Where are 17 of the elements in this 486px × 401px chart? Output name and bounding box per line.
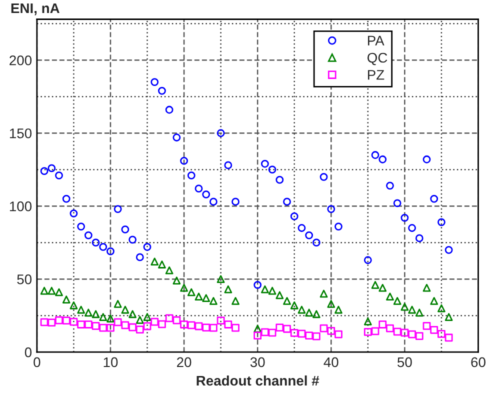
y-tick-label: 0 xyxy=(24,347,32,358)
x-tick-label: 40 xyxy=(324,357,338,368)
y-tick-label: 150 xyxy=(10,128,32,138)
x-axis-title: Readout channel # xyxy=(196,375,320,386)
x-tick-label: 20 xyxy=(177,357,192,368)
legend-label: PA xyxy=(368,36,384,46)
x-tick-label: 60 xyxy=(471,357,486,368)
y-axis-title: ENI, nA xyxy=(11,3,60,16)
x-tick-label: 30 xyxy=(250,357,265,368)
x-tick-label: 0 xyxy=(34,357,40,368)
y-tick-label: 200 xyxy=(10,55,32,66)
legend-label: PZ xyxy=(368,70,384,80)
y-tick-label: 100 xyxy=(10,201,32,212)
y-tick-label: 50 xyxy=(17,274,32,284)
x-tick-label: 50 xyxy=(398,357,412,368)
legend-label: QC xyxy=(368,52,388,66)
x-tick-label: 10 xyxy=(104,357,118,368)
